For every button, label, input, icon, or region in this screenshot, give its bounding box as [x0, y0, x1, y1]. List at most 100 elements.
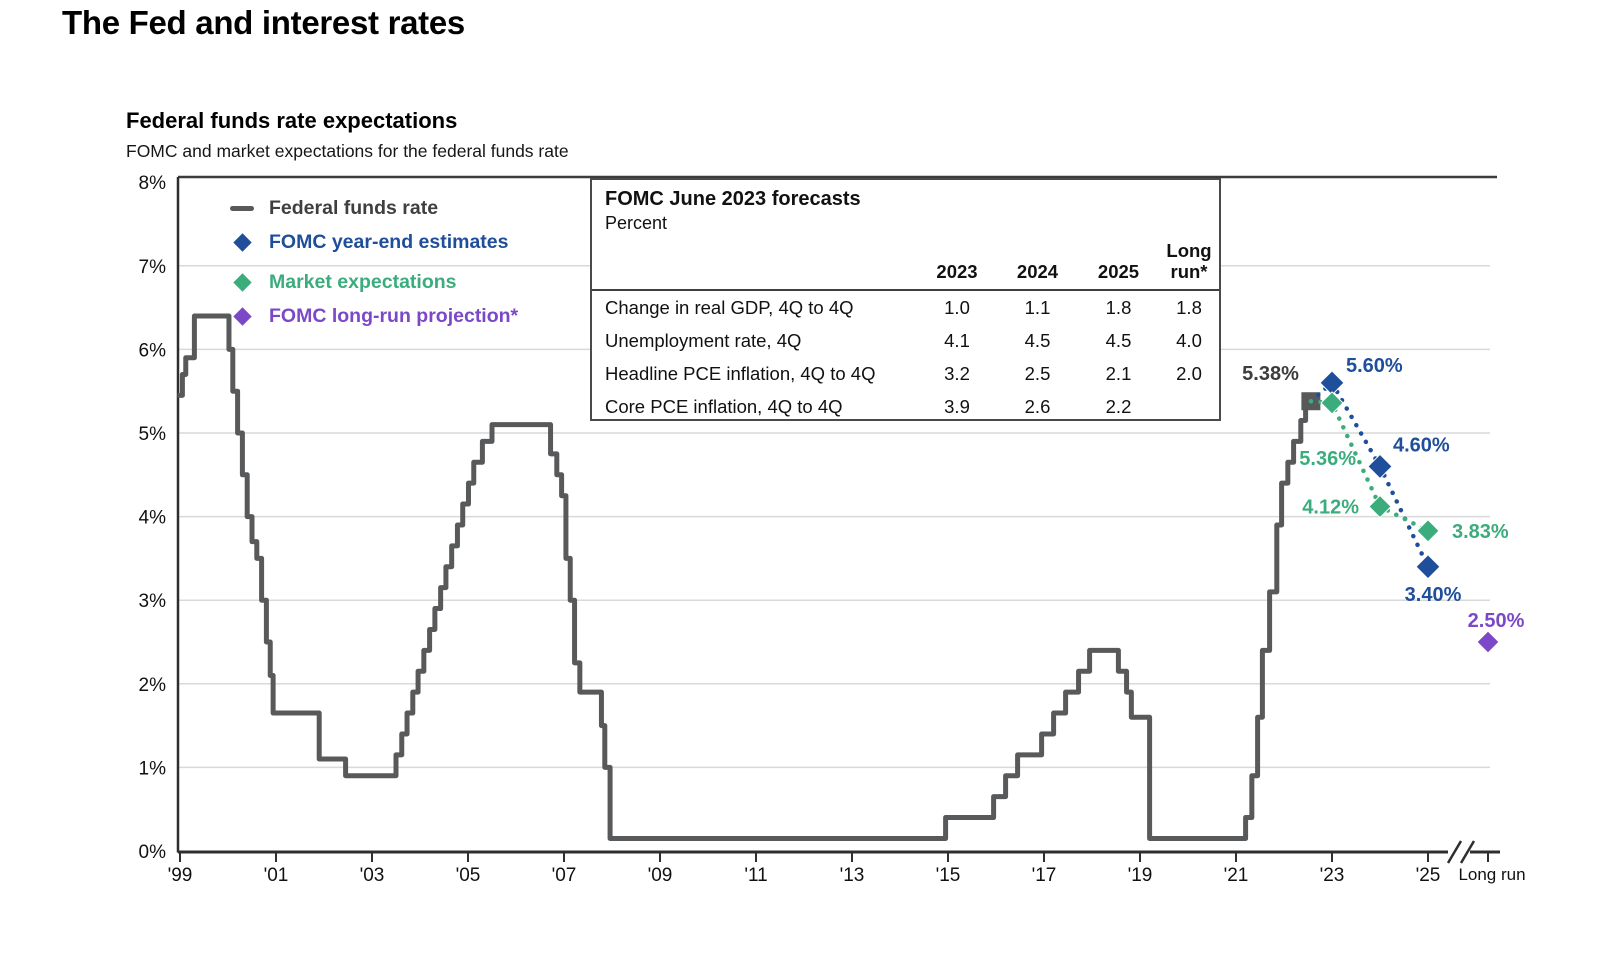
y-axis-labels: 0% 1% 2% 3% 4% 5% 6% 7% 8% — [139, 173, 167, 863]
diamond-marker — [1367, 453, 1393, 480]
table-header-row: 2023 2024 2025 Long run* — [592, 240, 1219, 292]
forecast-table: FOMC June 2023 forecasts Percent 2023 20… — [590, 178, 1221, 421]
legend-label: Federal funds rate — [269, 197, 439, 219]
table-header-2023: 2023 — [917, 241, 997, 292]
chart-text: '99 — [168, 865, 193, 886]
chart-text: '17 — [1032, 865, 1057, 886]
chart-text: '25 — [1416, 865, 1441, 886]
forecast-table-title: FOMC June 2023 forecasts — [605, 188, 861, 210]
chart-text: '23 — [1320, 865, 1345, 886]
cell-value: 3.2 — [944, 362, 970, 384]
chart-text: '05 — [456, 865, 481, 886]
diamond-marker — [1368, 494, 1392, 519]
cell-value: 1.8 — [1176, 296, 1202, 318]
row-label: Unemployment rate, 4Q — [605, 329, 802, 351]
chart-text: 7% — [139, 257, 167, 278]
cell-value: 1.1 — [1024, 296, 1051, 318]
table-header-2024: 2024 — [997, 241, 1078, 292]
cell-value: 2.6 — [1024, 395, 1051, 417]
chart-title: Federal funds rate expectations — [126, 108, 458, 133]
chart-text: 3% — [139, 591, 167, 612]
legend-item-fomc-long-run-projection: FOMC long-run projection* — [222, 305, 518, 328]
legend-label: FOMC long-run projection* — [269, 305, 519, 327]
legend-item-federal-funds-rate: Federal funds rate — [222, 197, 518, 220]
chart-subtitle: FOMC and market expectations for the fed… — [126, 141, 569, 161]
legend-label: Market expectations — [269, 271, 457, 293]
table-row: Core PCE inflation, 4Q to 4Q 3.9 2.6 2.2 — [592, 390, 1219, 423]
page-title: The Fed and interest rates — [62, 4, 465, 41]
diamond-icon — [232, 273, 252, 292]
row-label: Change in real GDP, 4Q to 4Q — [605, 296, 854, 318]
cell-value: 4.5 — [1024, 329, 1051, 351]
forecast-table-unit: Percent — [605, 213, 668, 233]
chart-text: 8% — [139, 173, 167, 194]
series-market-expectations — [1308, 391, 1440, 543]
chart-legend: Federal funds rate FOMC year-end estimat… — [222, 197, 518, 339]
chart-text: 6% — [139, 340, 167, 361]
line-swatch-icon — [230, 206, 254, 211]
diamond-marker — [1320, 391, 1344, 415]
cell-value: 1.8 — [1105, 296, 1132, 318]
cell-value: 4.5 — [1105, 329, 1132, 351]
axes — [176, 175, 1500, 854]
chart-text: 1% — [139, 758, 167, 779]
legend-marker-cell — [222, 206, 262, 211]
diamond-marker — [1415, 554, 1441, 580]
table-row: Unemployment rate, 4Q 4.1 4.5 4.5 4.0 — [592, 324, 1219, 357]
diamond-marker — [1416, 519, 1440, 543]
legend-marker-cell — [222, 233, 262, 252]
cell-value: 3.9 — [944, 395, 970, 417]
legend-item-market-expectations: Market expectations — [222, 271, 518, 294]
chart-text: 5.36% — [1299, 448, 1356, 470]
chart-text: '03 — [360, 865, 385, 886]
table-row: Change in real GDP, 4Q to 4Q 1.0 1.1 1.8… — [592, 290, 1219, 324]
row-label: Headline PCE inflation, 4Q to 4Q — [605, 362, 876, 384]
chart-text: '11 — [744, 865, 767, 886]
forecast-table-grid: 2023 2024 2025 Long run* Change in real … — [592, 240, 1219, 423]
table-header-2025: 2025 — [1078, 241, 1159, 292]
chart-text: '07 — [552, 865, 577, 886]
chart-text: '19 — [1128, 865, 1153, 886]
x-axis-ticks-labels: '99 '01 '03 '05 '07 '09 '11 '13 '15 '17 '19 '21 '23 '… — [168, 840, 1526, 886]
chart-text: '15 — [936, 865, 961, 886]
chart-text: 4.12% — [1302, 497, 1359, 519]
chart-text: '13 — [840, 865, 865, 886]
legend-label: FOMC year-end estimates — [269, 231, 509, 253]
chart-text: 4.60% — [1393, 434, 1450, 456]
chart-text: 2% — [139, 675, 167, 696]
diamond-marker — [1476, 630, 1500, 654]
chart-text: 3.83% — [1452, 521, 1509, 543]
axis-break-slash — [1446, 840, 1463, 864]
series-fomc-year-end-estimates — [1308, 370, 1441, 580]
cell-value: 2.0 — [1176, 362, 1202, 384]
chart-text: 4% — [139, 508, 167, 529]
series-fomc-long-run-projection- — [1476, 630, 1500, 654]
chart-text: '21 — [1224, 865, 1249, 886]
point-value-labels: 5.38% 5.60% 4.60% 3.40% 5.36% 4.12% 3.83% 2.50% — [1242, 355, 1524, 632]
legend-item-fomc-year-end-estimates: FOMC year-end estimates — [222, 231, 518, 254]
cell-value: 4.0 — [1176, 329, 1202, 351]
chart-text: 0% — [139, 842, 167, 863]
diamond-icon — [232, 307, 252, 326]
table-header-long-run: Long run* — [1159, 240, 1219, 292]
table-header-blank — [592, 241, 917, 292]
row-label: Core PCE inflation, 4Q to 4Q — [605, 395, 843, 417]
chart-text: '01 — [264, 865, 289, 886]
cell-value — [1159, 390, 1219, 423]
chart-text: 5.38% — [1242, 363, 1299, 385]
legend-marker-cell — [222, 307, 262, 326]
chart-text: Long run — [1458, 865, 1525, 884]
chart-text: 3.40% — [1405, 584, 1462, 606]
chart-text: 5% — [139, 424, 167, 445]
axis-break-slash — [1459, 840, 1476, 864]
chart-text: 2.50% — [1468, 610, 1525, 632]
chart-text: '09 — [648, 865, 673, 886]
cell-value: 1.0 — [944, 296, 970, 318]
table-row: Headline PCE inflation, 4Q to 4Q 3.2 2.5… — [592, 357, 1219, 390]
diamond-icon — [232, 233, 252, 252]
chart-text: 5.60% — [1346, 355, 1403, 377]
cell-value: 2.2 — [1105, 395, 1132, 417]
cell-value: 2.1 — [1105, 362, 1132, 384]
